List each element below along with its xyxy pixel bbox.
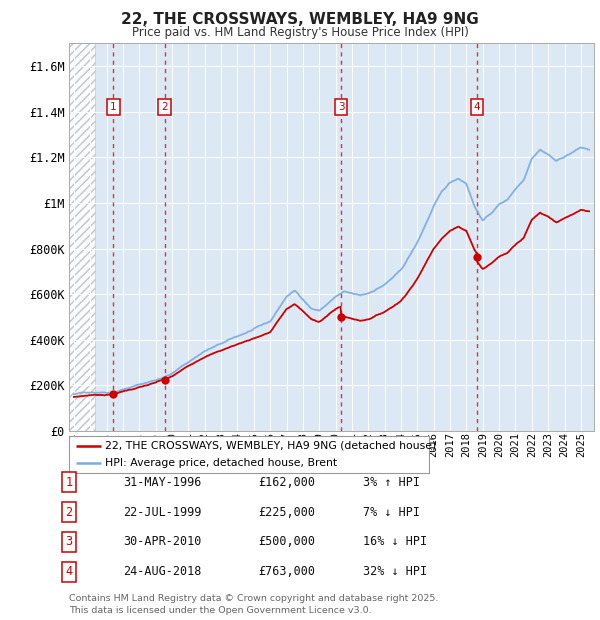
Text: 16% ↓ HPI: 16% ↓ HPI bbox=[363, 536, 427, 548]
Text: 4: 4 bbox=[473, 102, 480, 112]
Text: 1: 1 bbox=[110, 102, 116, 112]
Text: 1: 1 bbox=[65, 476, 73, 489]
Text: 2: 2 bbox=[65, 506, 73, 518]
Text: 24-AUG-2018: 24-AUG-2018 bbox=[123, 565, 202, 578]
Bar bbox=[69, 43, 95, 431]
Text: 7% ↓ HPI: 7% ↓ HPI bbox=[363, 506, 420, 518]
Text: £162,000: £162,000 bbox=[258, 476, 315, 489]
Text: Price paid vs. HM Land Registry's House Price Index (HPI): Price paid vs. HM Land Registry's House … bbox=[131, 26, 469, 39]
Text: 31-MAY-1996: 31-MAY-1996 bbox=[123, 476, 202, 489]
Text: £763,000: £763,000 bbox=[258, 565, 315, 578]
Text: 22-JUL-1999: 22-JUL-1999 bbox=[123, 506, 202, 518]
Text: 2: 2 bbox=[161, 102, 168, 112]
Text: 22, THE CROSSWAYS, WEMBLEY, HA9 9NG: 22, THE CROSSWAYS, WEMBLEY, HA9 9NG bbox=[121, 12, 479, 27]
Text: 22, THE CROSSWAYS, WEMBLEY, HA9 9NG (detached house): 22, THE CROSSWAYS, WEMBLEY, HA9 9NG (det… bbox=[105, 441, 436, 451]
Text: Contains HM Land Registry data © Crown copyright and database right 2025.
This d: Contains HM Land Registry data © Crown c… bbox=[69, 594, 439, 615]
Text: 32% ↓ HPI: 32% ↓ HPI bbox=[363, 565, 427, 578]
Text: 30-APR-2010: 30-APR-2010 bbox=[123, 536, 202, 548]
Text: 3% ↑ HPI: 3% ↑ HPI bbox=[363, 476, 420, 489]
Text: £225,000: £225,000 bbox=[258, 506, 315, 518]
Text: 4: 4 bbox=[65, 565, 73, 578]
Text: £500,000: £500,000 bbox=[258, 536, 315, 548]
Text: 3: 3 bbox=[338, 102, 344, 112]
Text: 3: 3 bbox=[65, 536, 73, 548]
Text: HPI: Average price, detached house, Brent: HPI: Average price, detached house, Bren… bbox=[105, 458, 337, 468]
